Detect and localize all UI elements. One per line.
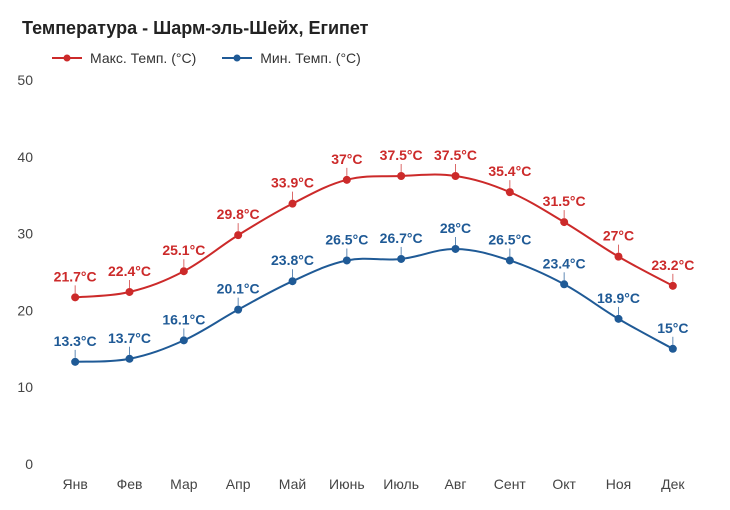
x-tick-label: Май — [279, 476, 306, 492]
data-label-max: 29.8°C — [217, 206, 260, 222]
data-label-min: 23.4°C — [543, 255, 586, 271]
data-label-min: 26.7°C — [380, 230, 423, 246]
data-label-max: 35.4°C — [488, 163, 531, 179]
y-tick-label: 10 — [17, 379, 33, 395]
data-point-min — [668, 344, 677, 353]
data-point-max — [614, 252, 623, 261]
data-point-max — [505, 188, 514, 197]
data-label-min: 18.9°C — [597, 290, 640, 306]
data-point-min — [560, 280, 569, 289]
data-label-max: 23.2°C — [651, 257, 694, 273]
y-tick-label: 40 — [17, 149, 33, 165]
data-point-min — [614, 314, 623, 323]
data-point-max — [125, 287, 134, 296]
legend-marker-max — [52, 54, 82, 62]
data-label-max: 37.5°C — [434, 147, 477, 163]
data-point-max — [179, 267, 188, 276]
y-tick-label: 0 — [25, 456, 33, 472]
legend-item-min: Мин. Темп. (°C) — [222, 50, 361, 66]
legend-marker-min — [222, 54, 253, 62]
data-point-max — [397, 172, 406, 180]
x-tick-label: Окт — [552, 476, 576, 492]
y-tick-label: 30 — [17, 226, 33, 242]
x-tick-label: Фев — [117, 476, 143, 492]
chart-title: Температура - Шарм-эль-Шейх, Египет — [22, 18, 369, 38]
data-point-min — [179, 336, 188, 345]
data-point-min — [234, 305, 243, 314]
legend-item-max: Макс. Темп. (°C) — [52, 50, 196, 66]
y-tick-label: 20 — [17, 302, 33, 318]
data-point-min — [505, 256, 514, 265]
data-point-min — [342, 256, 351, 265]
legend-label-min: Мин. Темп. (°C) — [260, 50, 361, 66]
data-label-min: 26.5°C — [325, 231, 368, 247]
data-label-max: 33.9°C — [271, 175, 314, 191]
data-point-max — [451, 172, 460, 180]
data-label-max: 27°C — [603, 228, 634, 244]
x-tick-label: Июнь — [329, 476, 365, 492]
data-label-min: 15°C — [657, 320, 688, 336]
legend-label-max: Макс. Темп. (°C) — [90, 50, 197, 66]
data-label-max: 37.5°C — [380, 147, 423, 163]
data-point-max — [668, 281, 677, 290]
data-label-max: 37°C — [331, 151, 362, 167]
data-label-min: 16.1°C — [162, 311, 205, 327]
data-point-max — [342, 175, 351, 184]
x-tick-label: Дек — [661, 476, 685, 492]
data-point-min — [288, 277, 297, 286]
x-tick-label: Сент — [494, 476, 527, 492]
data-label-min: 23.8°C — [271, 252, 314, 268]
data-label-min: 20.1°C — [217, 281, 260, 297]
data-label-max: 31.5°C — [543, 193, 586, 209]
data-point-max — [234, 231, 243, 240]
data-point-min — [71, 357, 80, 366]
data-label-min: 26.5°C — [488, 231, 531, 247]
data-label-min: 13.7°C — [108, 330, 151, 346]
data-point-max — [71, 293, 80, 302]
x-tick-label: Янв — [63, 476, 88, 492]
x-tick-label: Мар — [170, 476, 198, 492]
data-point-min — [451, 244, 460, 253]
x-tick-label: Июль — [383, 476, 419, 492]
data-point-min — [397, 254, 406, 263]
x-tick-label: Апр — [226, 476, 251, 492]
data-label-max: 22.4°C — [108, 263, 151, 279]
x-tick-label: Авг — [445, 476, 467, 492]
x-tick-label: Ноя — [606, 476, 631, 492]
data-point-min — [125, 354, 134, 363]
data-label-min: 13.3°C — [54, 333, 97, 349]
legend: Макс. Темп. (°C) Мин. Темп. (°C) — [52, 50, 361, 66]
data-label-max: 25.1°C — [162, 242, 205, 258]
data-label-max: 21.7°C — [54, 268, 97, 284]
data-point-max — [288, 199, 297, 208]
y-tick-label: 50 — [17, 72, 33, 88]
data-point-max — [560, 218, 569, 227]
data-label-min: 28°C — [440, 220, 471, 236]
